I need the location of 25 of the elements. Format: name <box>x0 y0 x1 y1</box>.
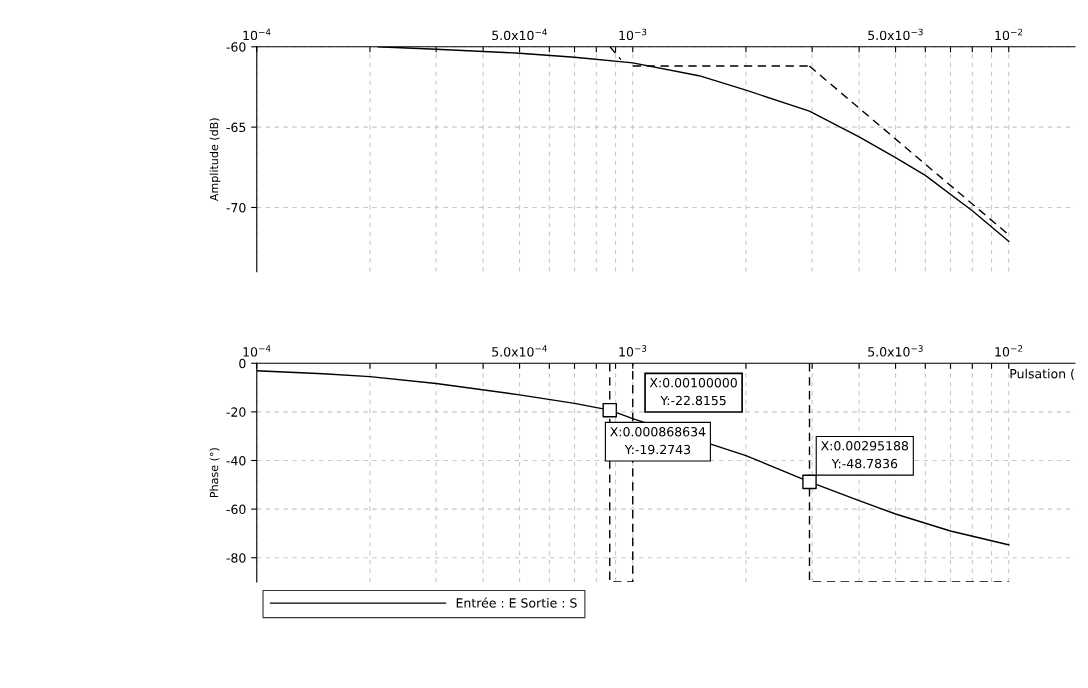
y-tick-label: 0 <box>239 358 246 369</box>
x-tick-label: 5.0x10$^{−4}$ <box>492 28 547 41</box>
x-tick-label: 10$^{−3}$ <box>619 345 647 357</box>
y-tick-label: -60 <box>226 42 246 52</box>
y-tick-label: -80 <box>226 553 246 563</box>
y-tick-label: -65 <box>226 122 246 133</box>
x-tick-label: 5.0x10$^{−3}$ <box>868 28 923 41</box>
y-tick-label: -20 <box>226 407 246 417</box>
annotation: X:0.00295188 Y:-48.7836 <box>820 441 909 469</box>
y-tick-label: -70 <box>226 202 246 213</box>
annotation: X:0.000868634 Y:-19.2743 <box>610 427 706 455</box>
y-axis-title: Amplitude (dB) <box>209 118 221 202</box>
x-tick-label: 10$^{−4}$ <box>243 28 271 41</box>
x-tick-label: 5.0x10$^{−3}$ <box>868 345 923 357</box>
x-tick-label: 10$^{−2}$ <box>995 345 1023 357</box>
y-axis-title: Phase (°) <box>209 448 220 498</box>
annotation: X:0.00100000 Y:-22.8155 <box>649 377 737 406</box>
x-tick-label: 5.0x10$^{−4}$ <box>492 345 547 357</box>
x-axis-title: Pulsation ( <box>1010 368 1074 380</box>
x-tick-label: 10$^{−2}$ <box>995 28 1023 41</box>
text: Entrée : E Sortie : S <box>456 597 577 608</box>
y-tick-label: -60 <box>226 504 246 515</box>
y-tick-label: -40 <box>226 455 246 466</box>
x-tick-label: 10$^{−4}$ <box>243 345 271 357</box>
x-tick-label: 10$^{−3}$ <box>619 28 647 41</box>
